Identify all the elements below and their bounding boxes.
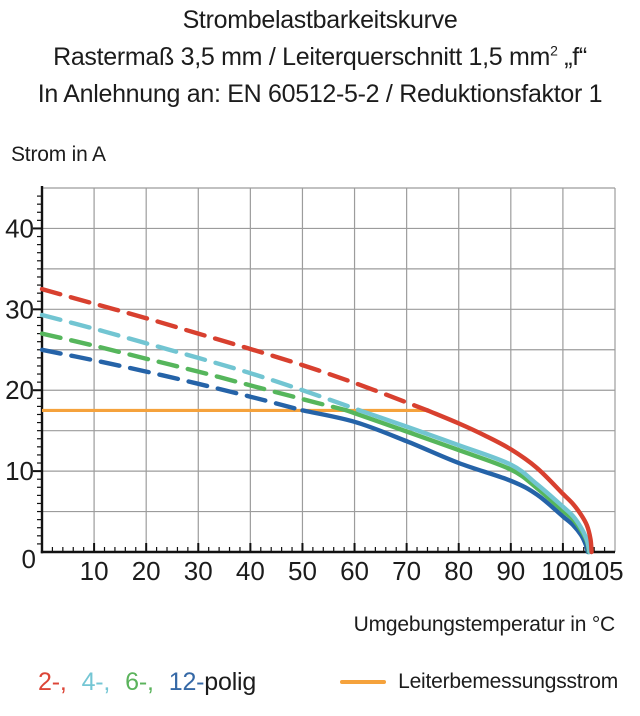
legend-rated-current: Leiterbemessungsstrom xyxy=(340,670,618,694)
y-tick-label-10: 10 xyxy=(5,456,34,486)
x-tick-label-105: 105 xyxy=(580,556,623,586)
x-tick-label-80: 80 xyxy=(444,556,473,586)
chart-subtitle: Rastermaß 3,5 mm / Leiterquerschnitt 1,5… xyxy=(0,39,640,76)
curve-6-polig-dashed xyxy=(39,331,349,413)
rated-current-line-swatch xyxy=(340,680,387,684)
legend-poles: 2-, 4-, 6-, 12- polig xyxy=(38,668,256,697)
chart-standard-line: In Anlehnung an: EN 60512-5-2 / Reduktio… xyxy=(37,80,603,108)
chart-subtitle-text: Rastermaß 3,5 mm / Leiterquerschnitt 1,5… xyxy=(53,43,551,71)
curve-4-polig-dashed xyxy=(39,312,362,413)
x-tick-label-70: 70 xyxy=(392,556,421,586)
legend-item-12pole: 12- xyxy=(168,667,205,696)
curve-2-polig-solid xyxy=(425,408,594,555)
origin-tick-label: 0 xyxy=(22,544,36,574)
x-tick-label-30: 30 xyxy=(184,556,213,586)
curve-12-polig-dashed xyxy=(39,347,305,413)
x-tick-label-10: 10 xyxy=(80,556,109,586)
x-tick-label-50: 50 xyxy=(288,556,317,586)
x-tick-label-90: 90 xyxy=(496,556,525,586)
legend: 2-, 4-, 6-, 12- polig Leiterbemessungsst… xyxy=(38,664,618,700)
x-axis-title: Umgebungstemperatur in °C xyxy=(353,613,616,636)
chart-title: Strombelastbarkeitskurve xyxy=(182,6,458,34)
x-tick-label-100: 100 xyxy=(541,556,584,586)
y-tick-label-40: 40 xyxy=(5,213,34,243)
curve-12-polig-solid xyxy=(300,408,591,555)
x-tick-label-20: 20 xyxy=(132,556,161,586)
y-tick-label-20: 20 xyxy=(5,375,34,405)
curve-2-polig-dashed xyxy=(39,286,430,413)
rated-current-label: Leiterbemessungsstrom xyxy=(398,670,618,693)
chart-header: Strombelastbarkeitskurve Rastermaß 3,5 m… xyxy=(0,2,640,113)
legend-item-2pole: 2-, xyxy=(38,667,67,696)
x-tick-label-40: 40 xyxy=(236,556,265,586)
curve-4-polig-solid xyxy=(357,408,592,555)
legend-item-4pole: 4-, xyxy=(81,667,111,696)
legend-poles-suffix: polig xyxy=(204,667,257,696)
y-axis-title: Strom in A xyxy=(11,143,106,166)
x-tick-label-60: 60 xyxy=(340,556,369,586)
legend-item-6pole: 6-, xyxy=(125,667,154,696)
chart-subtitle-quote: „f“ xyxy=(557,43,587,71)
y-tick-label-30: 30 xyxy=(5,294,34,324)
chart-subtitle-superscript: 2 xyxy=(550,42,558,59)
